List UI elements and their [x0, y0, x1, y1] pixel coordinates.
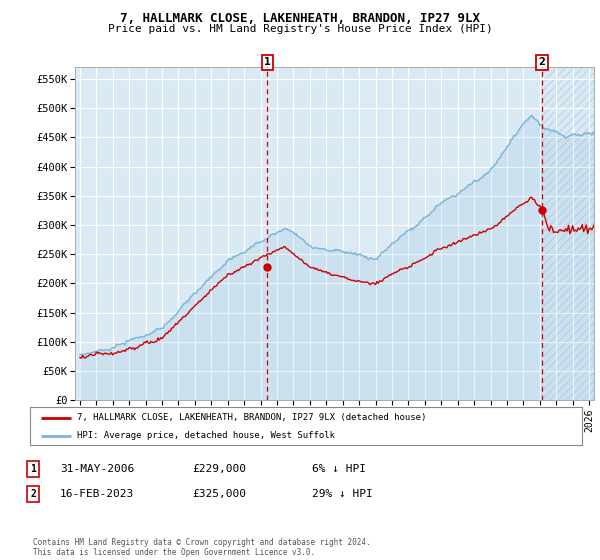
- Text: 7, HALLMARK CLOSE, LAKENHEATH, BRANDON, IP27 9LX (detached house): 7, HALLMARK CLOSE, LAKENHEATH, BRANDON, …: [77, 413, 426, 422]
- Text: 1: 1: [30, 464, 36, 474]
- Text: Contains HM Land Registry data © Crown copyright and database right 2024.
This d: Contains HM Land Registry data © Crown c…: [33, 538, 371, 557]
- Bar: [542, 67, 594, 400]
- Text: 29% ↓ HPI: 29% ↓ HPI: [312, 489, 373, 499]
- Text: £325,000: £325,000: [192, 489, 246, 499]
- Text: HPI: Average price, detached house, West Suffolk: HPI: Average price, detached house, West…: [77, 431, 335, 440]
- Text: 6% ↓ HPI: 6% ↓ HPI: [312, 464, 366, 474]
- Text: 2: 2: [30, 489, 36, 499]
- Text: Price paid vs. HM Land Registry's House Price Index (HPI): Price paid vs. HM Land Registry's House …: [107, 24, 493, 34]
- Text: 31-MAY-2006: 31-MAY-2006: [60, 464, 134, 474]
- Text: £229,000: £229,000: [192, 464, 246, 474]
- Text: 16-FEB-2023: 16-FEB-2023: [60, 489, 134, 499]
- Text: 7, HALLMARK CLOSE, LAKENHEATH, BRANDON, IP27 9LX: 7, HALLMARK CLOSE, LAKENHEATH, BRANDON, …: [120, 12, 480, 25]
- Text: 1: 1: [264, 57, 271, 67]
- Text: 2: 2: [538, 57, 545, 67]
